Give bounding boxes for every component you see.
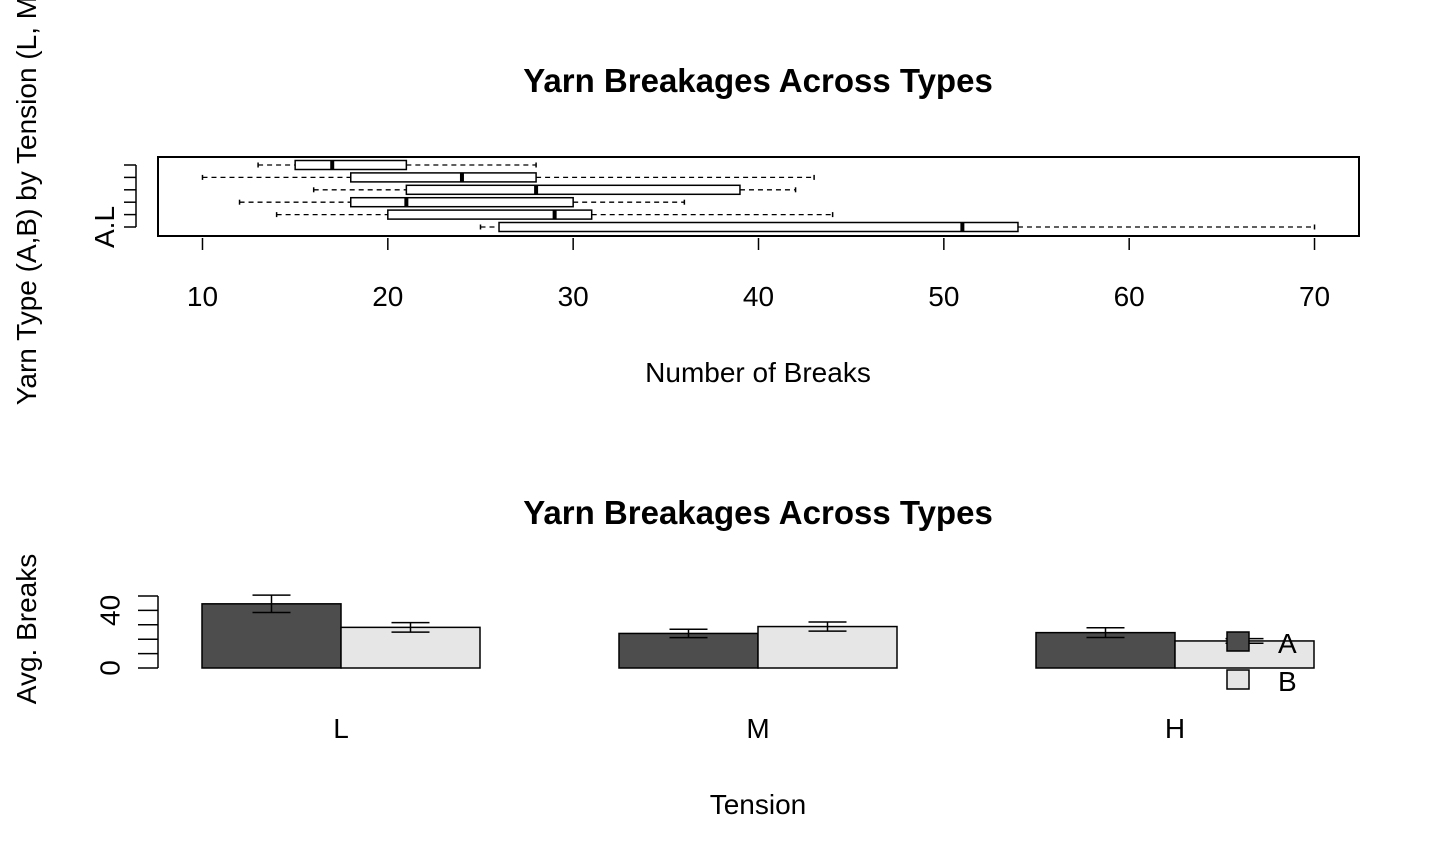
y-tick-label: 40 (94, 595, 125, 626)
bar (340, 626, 481, 669)
y-axis-label: Avg. Breaks (11, 554, 42, 704)
bar (618, 632, 759, 669)
x-axis-label: Number of Breaks (645, 357, 871, 388)
x-tick-label: 70 (1299, 281, 1330, 312)
x-axis-label: Tension (710, 789, 807, 820)
legend-label: A (1278, 628, 1297, 659)
chart-title: Yarn Breakages Across Types (523, 494, 993, 531)
chart-title: Yarn Breakages Across Types (523, 62, 993, 99)
plot-frame (157, 156, 1360, 237)
bar (757, 625, 898, 669)
legend-label: B (1278, 666, 1297, 697)
box (350, 172, 537, 183)
x-tick-label: 60 (1114, 281, 1145, 312)
bar (1035, 631, 1176, 669)
x-tick-label: 50 (928, 281, 959, 312)
x-tick-label: M (746, 713, 769, 744)
box (405, 184, 741, 196)
legend-swatch (1226, 631, 1250, 652)
x-tick-label: 40 (743, 281, 774, 312)
x-tick-label: 10 (187, 281, 218, 312)
y-axis-label: Yarn Type (A,B) by Tension (L, M, H) (11, 0, 42, 405)
x-tick-label: H (1165, 713, 1185, 744)
x-tick-label: 20 (372, 281, 403, 312)
box (350, 196, 574, 208)
y-tick-label: 0 (94, 660, 125, 676)
bar (1174, 640, 1315, 669)
y-tick-label: A.L (89, 206, 120, 248)
box (498, 221, 1019, 233)
y-axis-label-group: Yarn Type (A,B) by Tension (L, M, H) (11, 0, 42, 405)
box (294, 159, 408, 171)
x-tick-label: L (333, 713, 349, 744)
x-tick-label: 30 (558, 281, 589, 312)
box (387, 209, 593, 220)
bar (201, 603, 342, 669)
legend-swatch (1226, 669, 1250, 690)
